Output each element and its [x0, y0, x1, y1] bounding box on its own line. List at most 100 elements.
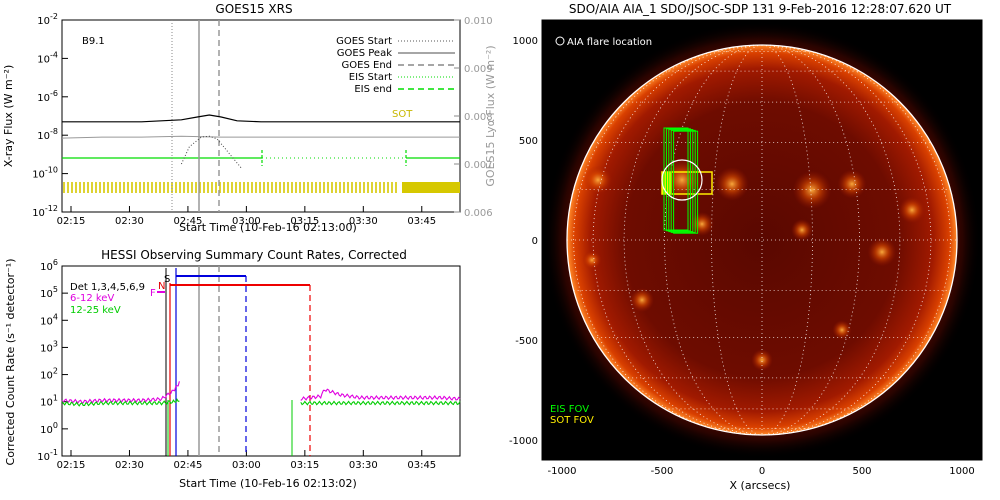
- goes-series-line: [62, 114, 460, 123]
- aia-title: SDO/AIA AIA_1 SDO/JSOC-SDP 131 9-Feb-201…: [569, 2, 952, 16]
- legend-goes-start: GOES Start: [336, 36, 392, 47]
- aia-xtick-label: 1000: [949, 466, 974, 477]
- goes-xtick-label: 02:30: [115, 216, 144, 227]
- hessi-title: HESSI Observing Summary Count Rates, Cor…: [101, 248, 407, 262]
- goes-title: GOES15 XRS: [215, 2, 292, 16]
- goes-y2-label: GOES15 Lyα Flux (W m⁻²): [484, 45, 497, 186]
- flare-legend-icon: [555, 36, 565, 46]
- aia-panel: SDO/AIA AIA_1 SDO/JSOC-SDP 131 9-Feb-201…: [509, 2, 983, 492]
- hessi-flag-s: S: [164, 274, 170, 285]
- aia-sot-fov-label: SOT FOV: [550, 415, 594, 426]
- goes-sot-label: SOT: [392, 109, 413, 120]
- sot-fov-fill: [662, 172, 672, 194]
- goes-series-line: [180, 135, 242, 169]
- hessi-band2-label: 12-25 keV: [70, 305, 121, 316]
- longitude-line: [573, 44, 763, 436]
- aia-xtick-label: -500: [651, 466, 674, 477]
- aia-y-axis: -1000 -500 0 500 1000: [509, 36, 548, 447]
- goes-y2tick-label: 0.008: [464, 112, 493, 123]
- hessi-ytick-label: 104: [40, 312, 58, 327]
- hessi-xtick-label: 02:45: [174, 460, 203, 471]
- aia-ytick-label: 0: [532, 236, 538, 247]
- hessi-xtick-label: 03:00: [232, 460, 261, 471]
- hessi-flag-n: N: [158, 281, 165, 292]
- goes-x-label: Start Time (10-Feb-16 02:13:00): [179, 221, 357, 234]
- legend-eis-start: EIS Start: [349, 72, 392, 83]
- goes-xtick-label: 02:15: [57, 216, 86, 227]
- goes-y2tick-label: 0.010: [464, 16, 493, 27]
- active-region-glow: [837, 169, 867, 199]
- hessi-ytick-label: 106: [40, 258, 58, 273]
- hessi-ytick-label: 105: [40, 285, 58, 300]
- aia-x-label: X (arcsecs): [730, 479, 791, 492]
- aia-xtick-label: 500: [852, 466, 871, 477]
- goes-y-axis: 10-12 10-10 10-8 10-6 10-4 10-2: [32, 12, 68, 219]
- aia-x-axis: -1000 -500 0 500 1000: [547, 454, 975, 477]
- goes-event-lines: [171, 20, 407, 212]
- hessi-plot-frame: [61, 265, 461, 457]
- active-region-glow: [630, 288, 654, 312]
- goes-xtick-label: 02:45: [174, 216, 203, 227]
- hessi-series: [61, 381, 461, 407]
- eis-fov-box: [670, 129, 696, 233]
- active-region-glow: [832, 320, 852, 340]
- hessi-series-line: [61, 381, 461, 404]
- hessi-xtick-label: 03:15: [290, 460, 319, 471]
- eis-fov-box: [673, 130, 699, 234]
- active-region-glow: [898, 196, 926, 224]
- aia-flare-label: AIA flare location: [567, 37, 652, 48]
- hessi-y-label: Corrected Count Rate (s⁻¹ detector⁻¹): [4, 259, 17, 466]
- aia-ytick-label: 1000: [513, 36, 538, 47]
- aia-xtick-label: -1000: [547, 466, 576, 477]
- goes-ytick-label: 10-12: [32, 204, 58, 219]
- hessi-xtick-label: 02:30: [115, 460, 144, 471]
- goes-series-line: [61, 135, 460, 139]
- hessi-panel: HESSI Observing Summary Count Rates, Cor…: [4, 248, 461, 490]
- hessi-ytick-label: 101: [40, 394, 58, 409]
- fov-overlays: [661, 127, 713, 234]
- aia-ytick-label: -500: [515, 336, 538, 347]
- goes-y2-axis: 0.006 0.007 0.008 0.009 0.010: [454, 16, 493, 219]
- sot-observation-bars: [63, 182, 460, 193]
- hessi-xtick-label: 02:15: [57, 460, 86, 471]
- hessi-band1-label: 6-12 keV: [70, 293, 114, 304]
- goes-y-label: X-ray Flux (W m⁻²): [2, 65, 15, 167]
- aia-ytick-label: 500: [519, 136, 538, 147]
- hessi-event-lines: [157, 266, 311, 456]
- active-region-glow: [582, 250, 602, 270]
- goes-xtick-label: 03:45: [407, 216, 436, 227]
- goes-y2tick-label: 0.007: [464, 160, 493, 171]
- goes-ytick-label: 10-2: [37, 12, 58, 27]
- eis-fov-box: [663, 127, 689, 231]
- hessi-ytick-label: 102: [40, 367, 58, 382]
- legend-goes-peak: GOES Peak: [337, 48, 392, 59]
- hessi-flag-f: F: [150, 288, 156, 299]
- flare-location-circle: [661, 159, 703, 201]
- heliographic-grid: [567, 44, 957, 436]
- hessi-xtick-label: 03:30: [349, 460, 378, 471]
- hessi-x-axis: 02:15 02:30 02:45 03:00 03:15 03:30 03:45: [57, 450, 436, 471]
- active-region-glow: [751, 349, 773, 371]
- hessi-y-axis: 10-1 100 101 102 103 104 105 106: [37, 258, 68, 463]
- goes-ytick-label: 10-10: [32, 166, 58, 181]
- goes-legend: GOES Start GOES Peak GOES End EIS Start …: [336, 36, 455, 95]
- goes-xtick-label: 03:30: [349, 216, 378, 227]
- goes-ytick-label: 10-4: [37, 50, 58, 65]
- goes-series: [61, 114, 460, 169]
- goes-xtick-label: 03:00: [232, 216, 261, 227]
- eis-fov-box: [665, 128, 691, 232]
- goes-panel: GOES15 XRS 10-12 10-10 10-8 10-6 10-4 10-2 0.…: [2, 2, 497, 234]
- hessi-xtick-label: 03:45: [407, 460, 436, 471]
- legend-goes-end: GOES End: [342, 60, 392, 71]
- goes-ytick-label: 10-6: [37, 89, 58, 104]
- hessi-ytick-label: 103: [40, 339, 58, 354]
- active-region-glow: [791, 219, 813, 241]
- goes-y2tick-label: 0.006: [464, 208, 493, 219]
- hessi-series-line: [61, 398, 461, 407]
- active-region-glow: [715, 167, 749, 201]
- aia-xtick-label: 0: [759, 466, 765, 477]
- hessi-x-label: Start Time (10-Feb-16 02:13:02): [179, 477, 357, 490]
- longitude-line: [761, 44, 860, 436]
- active-region-glow: [583, 165, 613, 195]
- sot-bar-block: [402, 182, 460, 193]
